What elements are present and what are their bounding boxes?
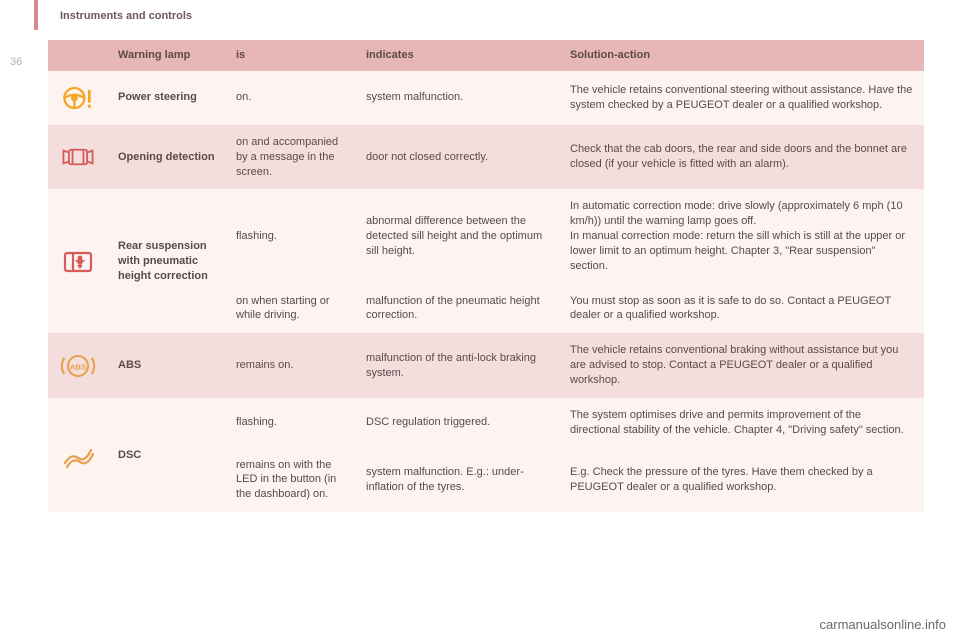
rear-suspension-icon (48, 189, 108, 333)
warning-lamp-table: Warning lamp is indicates Solution-actio… (48, 40, 924, 512)
lamp-solution: E.g. Check the pressure of the tyres. Ha… (560, 448, 924, 513)
power-steering-icon (48, 71, 108, 125)
svg-text:ABS: ABS (70, 362, 86, 371)
chapter-tab (34, 0, 38, 30)
lamp-solution: The vehicle retains conventional braking… (560, 333, 924, 398)
header-indicates: indicates (356, 40, 560, 71)
table-subrow: remains on with the LED in the button (i… (226, 448, 924, 513)
table-row: Opening detection on and accompanied by … (48, 125, 924, 190)
header-solution: Solution-action (560, 40, 924, 71)
lamp-is: remains on with the LED in the button (i… (226, 448, 356, 513)
table-subrow: flashing. DSC regulation triggered. The … (226, 398, 924, 448)
lamp-is: flashing. (226, 398, 356, 448)
header-lamp-icon (48, 40, 108, 71)
lamp-indicates: DSC regulation triggered. (356, 398, 560, 448)
lamp-is: remains on. (226, 333, 356, 398)
lamp-solution: You must stop as soon as it is safe to d… (560, 284, 924, 334)
watermark: carmanualsonline.info (820, 617, 946, 632)
table-subrow: on when starting or while driving. malfu… (226, 284, 924, 334)
lamp-solution: The vehicle retains conventional steerin… (560, 71, 924, 125)
lamp-is: flashing. (226, 189, 356, 283)
header-is: is (226, 40, 356, 71)
lamp-is: on. (226, 71, 356, 125)
page-number: 36 (10, 56, 22, 68)
dsc-icon (48, 398, 108, 512)
table-subrow: flashing. abnormal difference between th… (226, 189, 924, 283)
lamp-is: on when starting or while driving. (226, 284, 356, 334)
section-title: Instruments and controls (60, 10, 192, 22)
door-open-icon (48, 125, 108, 190)
lamp-indicates: system malfunction. (356, 71, 560, 125)
table-row: DSC flashing. DSC regulation triggered. … (48, 398, 924, 512)
lamp-indicates: door not closed correctly. (356, 125, 560, 190)
lamp-name: Rear suspension with pneumatic height co… (108, 189, 226, 333)
lamp-indicates: system malfunction. E.g.: under-inflatio… (356, 448, 560, 513)
lamp-is: on and accompanied by a message in the s… (226, 125, 356, 190)
table-row: ABS ABS remains on. malfunction of the a… (48, 333, 924, 398)
lamp-name: ABS (108, 333, 226, 398)
abs-icon: ABS (48, 333, 108, 398)
lamp-solution: In automatic correction mode: drive slow… (560, 189, 924, 283)
table-row: Power steering on. system malfunction. T… (48, 71, 924, 125)
header-lamp: Warning lamp (108, 40, 226, 71)
lamp-solution: Check that the cab doors, the rear and s… (560, 125, 924, 190)
lamp-indicates: malfunction of the anti-lock braking sys… (356, 333, 560, 398)
lamp-name: Power steering (108, 71, 226, 125)
lamp-name: DSC (108, 398, 226, 512)
lamp-solution: The system optimises drive and permits i… (560, 398, 924, 448)
table-row: Rear suspension with pneumatic height co… (48, 189, 924, 333)
lamp-indicates: abnormal difference between the detected… (356, 189, 560, 283)
lamp-indicates: malfunction of the pneumatic height corr… (356, 284, 560, 334)
lamp-name: Opening detection (108, 125, 226, 190)
table-header-row: Warning lamp is indicates Solution-actio… (48, 40, 924, 71)
